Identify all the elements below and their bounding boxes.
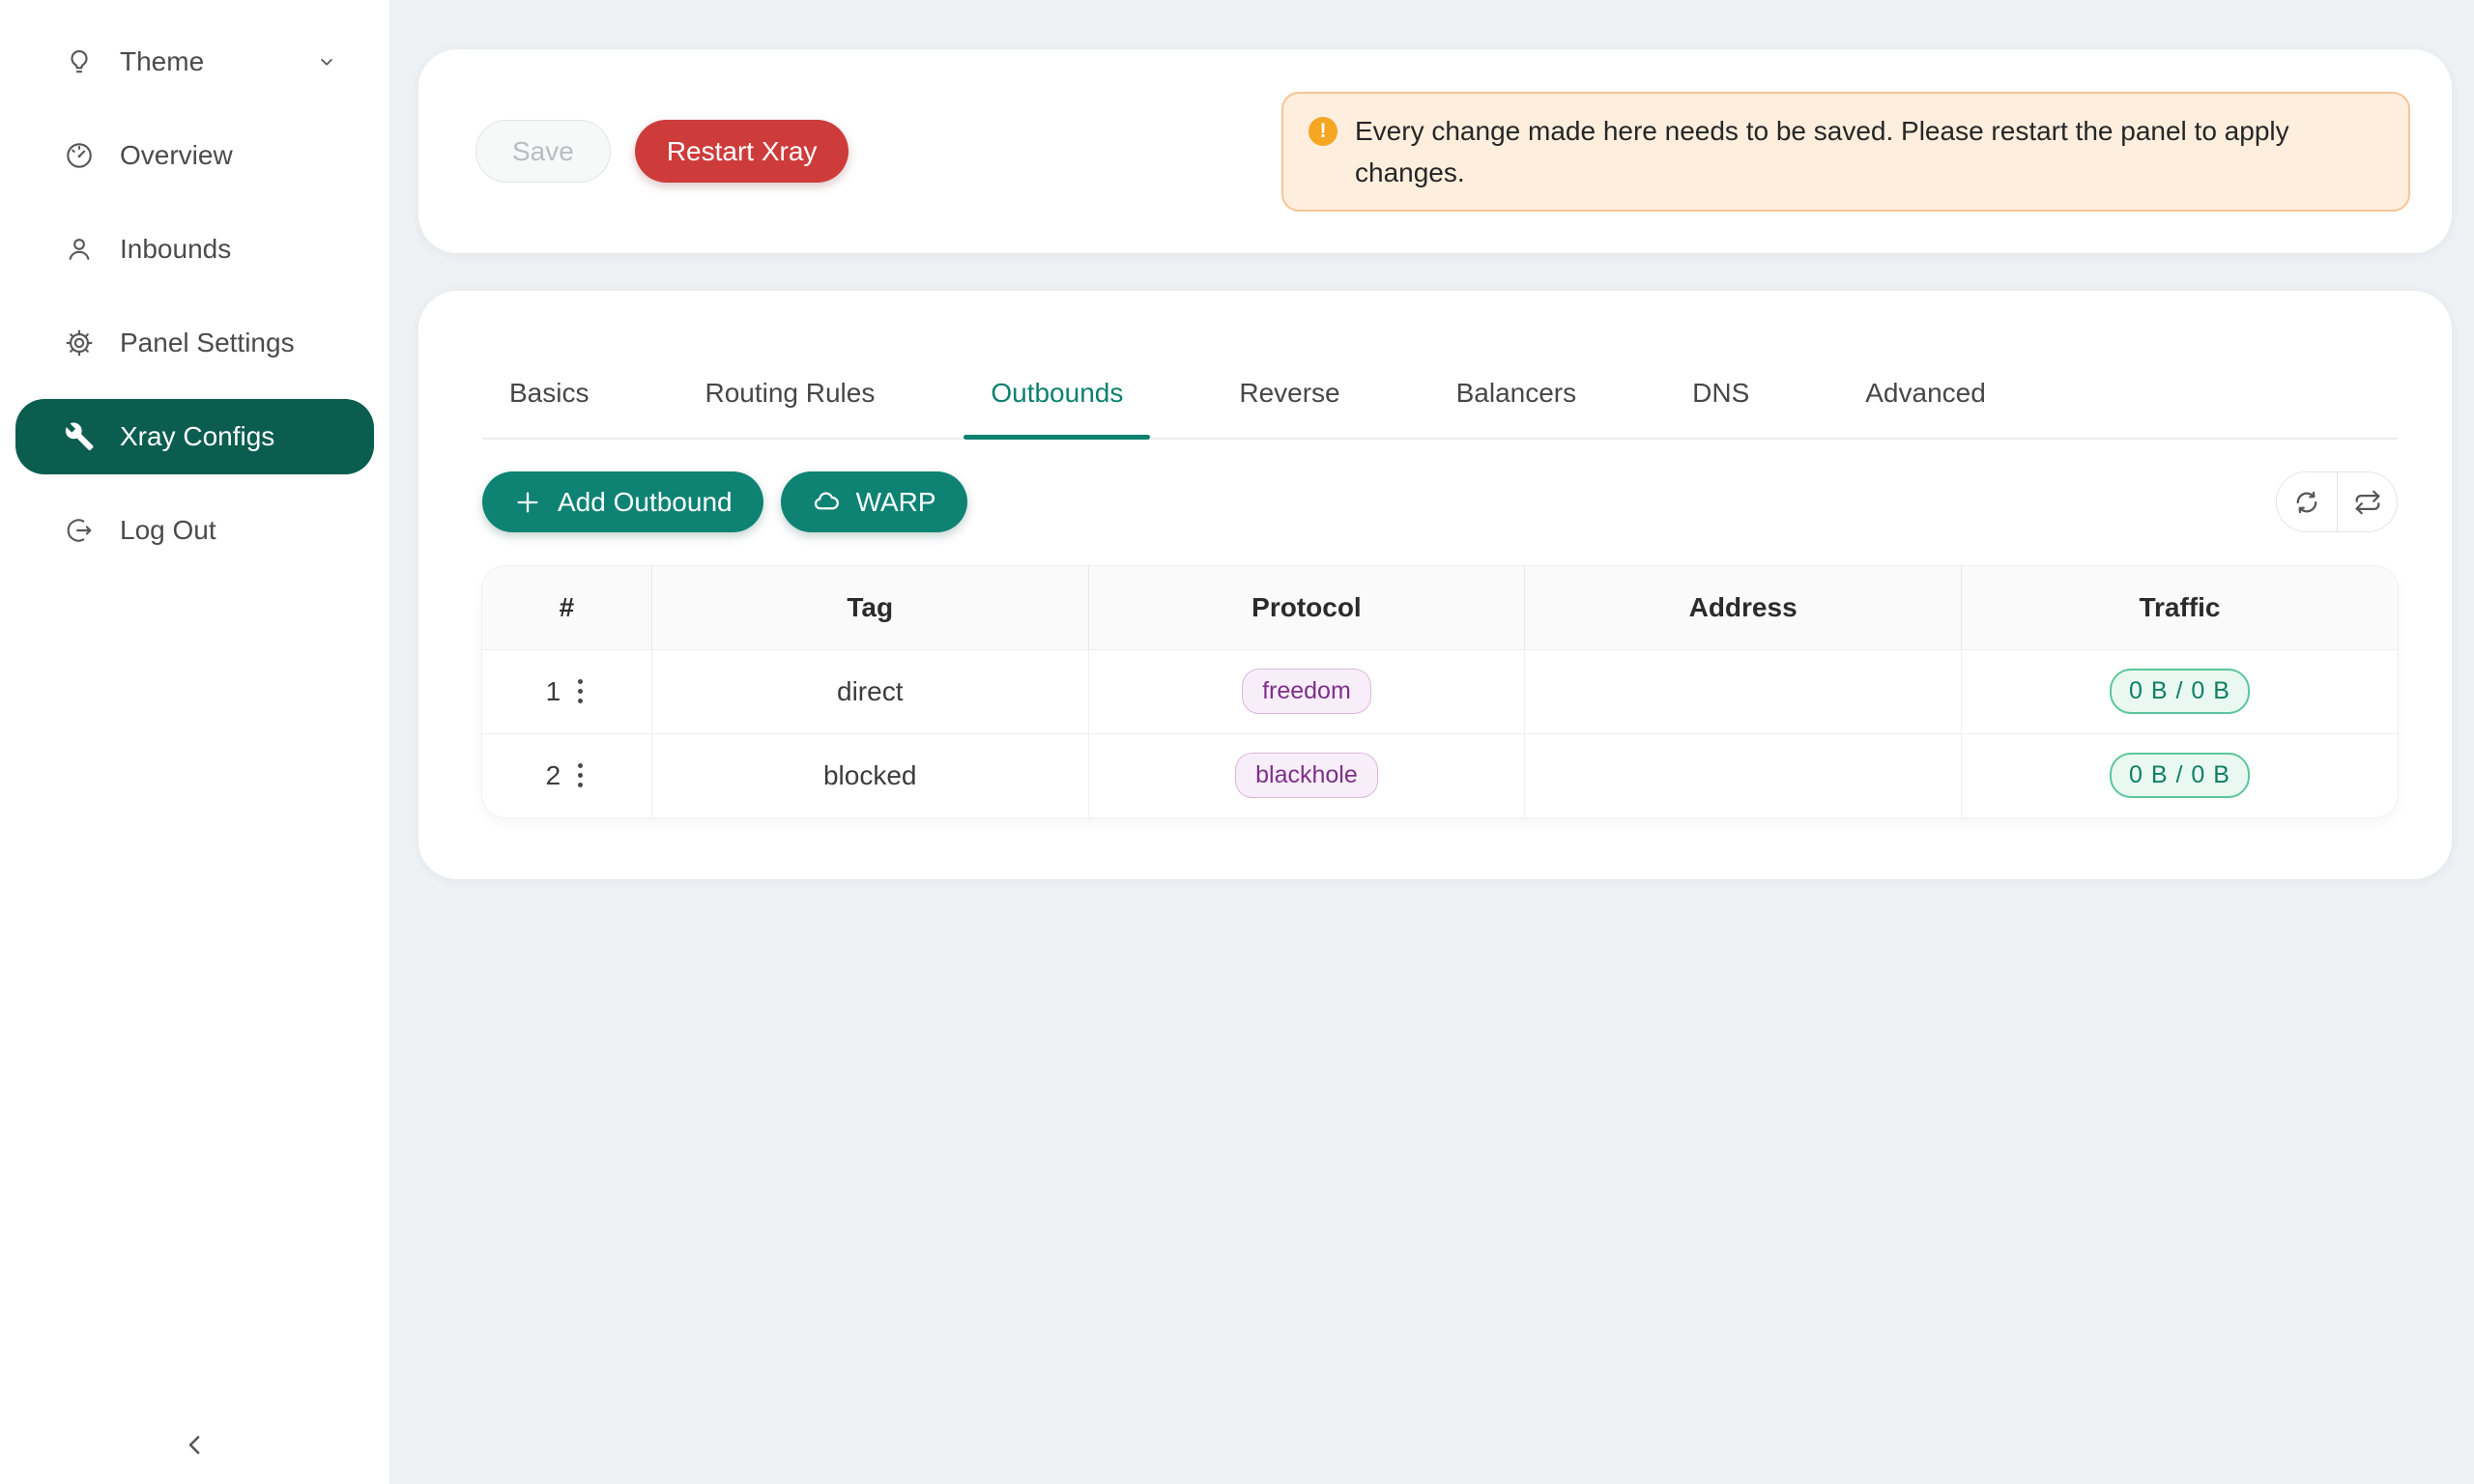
sidebar-item-inbounds[interactable]: Inbounds [15,212,374,287]
col-header-protocol: Protocol [1088,566,1526,649]
chevron-down-icon [314,49,339,74]
tab-balancers[interactable]: Balancers [1455,378,1577,408]
sidebar-item-label: Panel Settings [120,328,295,357]
address-cell [1524,648,1962,733]
outbounds-toolbar: Add Outbound WARP [482,471,2398,532]
restart-warning-alert: ! Every change made here needs to be sav… [1281,91,2410,212]
user-icon [64,234,95,265]
tab-outbounds[interactable]: Outbounds [964,378,1151,440]
add-outbound-button[interactable]: Add Outbound [482,471,763,532]
row-number: 1 [545,675,561,706]
table-row: 1 direct freedom 0 B / 0 B [482,648,2398,733]
warp-label: WARP [855,486,936,517]
col-header-traffic: Traffic [1961,566,2398,649]
sidebar-item-theme[interactable]: Theme [15,24,374,100]
sidebar-menu: Theme Overview Inbounds [0,0,389,568]
main-content: Save Restart Xray ! Every change made he… [389,0,2474,1484]
alert-text: Every change made here needs to be saved… [1355,115,2289,187]
row-menu-icon[interactable] [573,674,588,708]
sidebar-item-xray-configs[interactable]: Xray Configs [15,399,374,474]
dashboard-icon [64,140,95,171]
sidebar: Theme Overview Inbounds [0,0,389,1484]
tab-reverse[interactable]: Reverse [1239,378,1340,408]
tag-cell: blocked [651,732,1089,817]
add-outbound-label: Add Outbound [558,486,733,517]
table-tools [2276,471,2398,532]
traffic-badge: 0 B / 0 B [2110,753,2250,799]
tag-cell: direct [651,648,1089,733]
gear-icon [64,328,95,358]
repeat-icon [2353,488,2382,517]
sidebar-item-label: Overview [120,140,233,170]
save-restart-card: Save Restart Xray ! Every change made he… [418,49,2452,253]
save-button[interactable]: Save [475,120,611,183]
lightbulb-icon [64,46,95,77]
col-header-tag: Tag [651,566,1089,649]
tab-dns[interactable]: DNS [1692,378,1750,408]
outbounds-table: # Tag Protocol Address Traffic 1 [482,566,2398,817]
sidebar-item-label: Theme [120,46,205,76]
warning-icon: ! [1309,116,1338,146]
col-header-index: # [482,566,652,649]
tab-basics[interactable]: Basics [509,378,590,408]
address-cell [1524,732,1962,817]
refresh-button[interactable] [2277,472,2337,531]
cloud-icon [812,488,841,517]
sidebar-item-log-out[interactable]: Log Out [15,493,374,568]
sidebar-item-label: Xray Configs [120,421,275,451]
wrench-icon [64,421,95,452]
tab-routing-rules[interactable]: Routing Rules [705,378,876,408]
row-number: 2 [545,759,561,790]
protocol-badge: freedom [1242,669,1371,714]
sidebar-item-label: Log Out [120,515,216,545]
warp-button[interactable]: WARP [780,471,967,532]
chevron-left-icon [181,1428,210,1461]
table-row: 2 blocked blackhole 0 B / 0 B [482,732,2398,817]
sidebar-item-panel-settings[interactable]: Panel Settings [15,305,374,381]
sidebar-item-label: Inbounds [120,234,232,264]
protocol-badge: blackhole [1235,753,1378,799]
traffic-badge: 0 B / 0 B [2110,669,2250,714]
refresh-icon [2292,488,2321,517]
logout-icon [64,515,95,546]
repeat-button[interactable] [2337,472,2397,531]
tabs-bar: Basics Routing Rules Outbounds Reverse B… [482,291,2398,440]
table-header-row: # Tag Protocol Address Traffic [482,566,2398,649]
sidebar-collapse-button[interactable] [175,1422,216,1467]
restart-xray-button[interactable]: Restart Xray [634,120,849,183]
row-menu-icon[interactable] [573,758,588,792]
sidebar-item-overview[interactable]: Overview [15,118,374,193]
col-header-address: Address [1524,566,1962,649]
tab-advanced[interactable]: Advanced [1865,378,1986,408]
xray-configs-card: Basics Routing Rules Outbounds Reverse B… [418,291,2452,879]
plus-icon [513,488,542,517]
